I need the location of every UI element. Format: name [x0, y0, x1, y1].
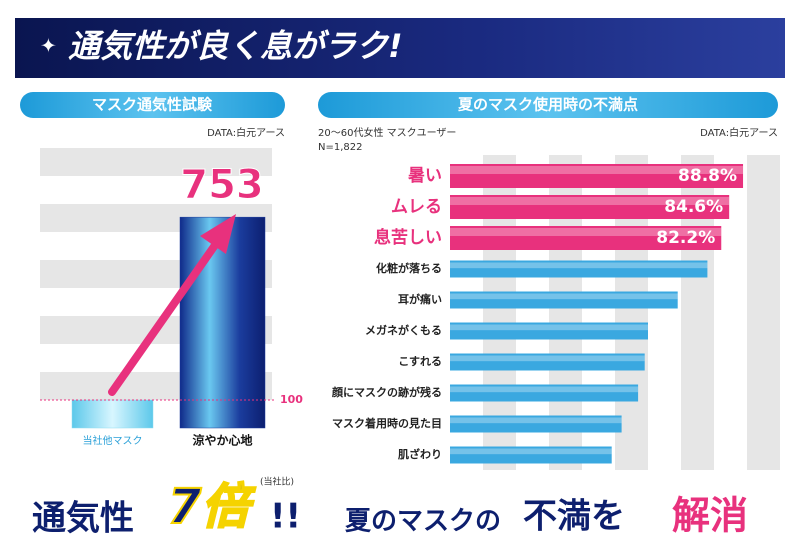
- y-tick-label: 息苦しい: [374, 227, 442, 248]
- x-tick-label: 当社他マスク: [83, 434, 143, 447]
- bar: [450, 322, 648, 340]
- y-tick-label: 暑い: [408, 166, 442, 186]
- title-pill: [318, 92, 778, 118]
- bar-shine: [450, 293, 678, 300]
- bar-shine: [450, 324, 648, 331]
- y-tick-label: ムレる: [391, 197, 442, 217]
- bar: [179, 216, 266, 429]
- note: 20～60代女性 マスクユーザー: [318, 126, 456, 139]
- bar-shine: [450, 417, 622, 424]
- bar: [450, 195, 730, 219]
- bar-shine: [450, 197, 730, 205]
- arrow: [108, 234, 224, 396]
- slogan: !!: [270, 497, 301, 537]
- arrow-head: [200, 214, 236, 254]
- y-tick-label: 肌ざわり: [397, 447, 442, 461]
- value-label: 753: [180, 162, 264, 208]
- bar-shine: [450, 228, 722, 236]
- bar: [450, 384, 639, 402]
- slogan-emphasis: 7倍: [168, 479, 256, 535]
- value-label: 88.8%: [678, 166, 737, 186]
- bar-shine: [450, 355, 645, 362]
- bar: [450, 291, 678, 309]
- note: (当社比): [260, 476, 294, 488]
- y-tick-label: 耳が痛い: [398, 292, 442, 306]
- bar: [450, 415, 622, 433]
- bar-shine: [450, 166, 744, 174]
- headline: 通気性が良く息がラク!: [68, 27, 403, 65]
- sparkle: ✦: [40, 34, 57, 58]
- bar: [450, 226, 722, 250]
- bar-shine: [450, 448, 612, 455]
- stripe: [40, 148, 272, 176]
- stripe: [747, 155, 780, 470]
- y-tick-label: 顔にマスクの跡が残る: [331, 385, 442, 399]
- bar: [450, 164, 744, 188]
- header-bar: [15, 18, 785, 78]
- bar-shine: [450, 386, 639, 393]
- note: N=1,822: [318, 142, 363, 153]
- y-tick-label: マスク着用時の見た目: [332, 416, 442, 430]
- source: DATA:白元アース: [700, 126, 778, 139]
- slogan: 通気性: [32, 499, 134, 539]
- value-label: 82.2%: [656, 228, 715, 248]
- bar-shine: [450, 262, 708, 269]
- y-tick-label: 化粧が落ちる: [376, 261, 442, 275]
- slogan: 夏のマスクの: [345, 507, 501, 537]
- bar: [450, 260, 708, 278]
- bar: [450, 353, 645, 371]
- y-tick-label: メガネがくもる: [365, 323, 442, 337]
- y-tick-label: こすれる: [398, 355, 442, 368]
- x-tick-label: 涼やか心地: [192, 433, 252, 448]
- chart-title: 夏のマスク使用時の不満点: [457, 96, 638, 114]
- bar: [450, 446, 612, 464]
- slogan: 不満を: [523, 497, 625, 537]
- slogan-emphasis: 解消: [672, 494, 748, 538]
- bar: [71, 399, 154, 429]
- title-pill: [20, 92, 285, 118]
- value-label: 100: [280, 393, 303, 406]
- chart-title: マスク通気性試験: [92, 96, 213, 114]
- value-label: 84.6%: [664, 197, 723, 217]
- source: DATA:白元アース: [207, 126, 285, 139]
